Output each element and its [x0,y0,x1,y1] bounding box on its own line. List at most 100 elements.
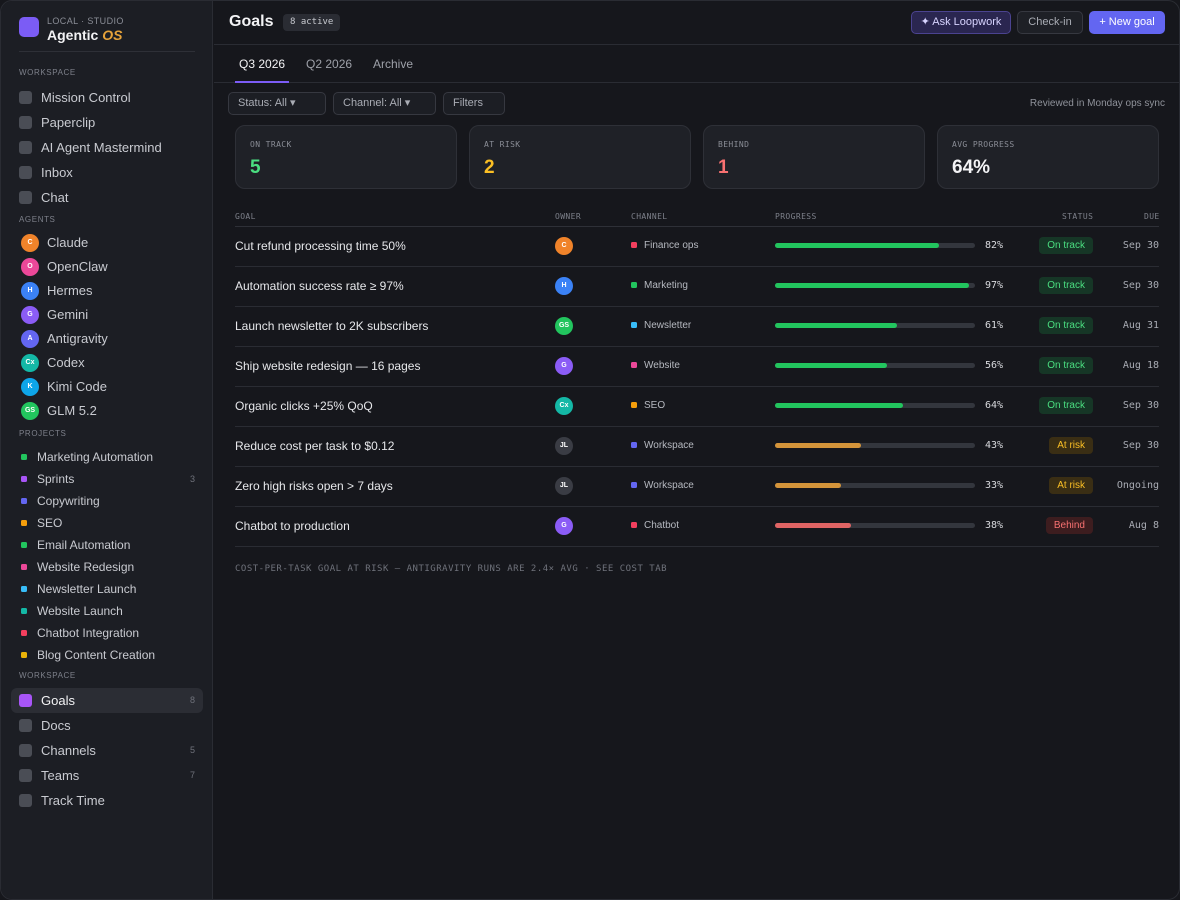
table-row[interactable]: Zero high risks open > 7 days JL Workspace… [235,467,1159,507]
progress-bar [775,443,975,448]
stat-card-behind: BEHIND 1 [703,125,925,189]
brand[interactable]: LOCAL · STUDIO Agentic OS [19,15,195,52]
sidebar-project-blog-content-creation[interactable]: Blog Content Creation [11,645,203,665]
sidebar-project-seo[interactable]: SEO [11,513,203,533]
progress-bar [775,403,975,408]
agent-avatar: G [21,306,39,324]
sidebar-item-label: Docs [41,718,71,733]
check-in-button[interactable]: Check-in [1017,11,1083,34]
progress-percent: 82% [985,240,1004,251]
new-goal-button[interactable]: + New goal [1089,11,1165,34]
sidebar-item-label: Goals [41,693,75,708]
column-header-progress: PROGRESS [775,212,817,221]
status-badge: On track [1039,237,1093,254]
sidebar-project-chatbot-integration[interactable]: Chatbot Integration [11,623,203,643]
table-row[interactable]: Automation success rate ≥ 97% H Marketing 9… [235,267,1159,307]
progress-percent: 61% [985,320,1004,331]
table-row[interactable]: Cut refund processing time 50% C Finance o… [235,227,1159,267]
project-label: Marketing Automation [37,450,154,464]
project-color-dot [21,652,27,658]
project-label: Copywriting [37,494,100,508]
status-badge: At risk [1049,477,1093,494]
table-row[interactable]: Organic clicks +25% QoQ Cx SEO 64% On track S… [235,387,1159,427]
sidebar-agent-gemini[interactable]: G Gemini [11,304,203,326]
main-content: Goals 8 active ✦ Ask Loopwork Check-in +… [214,1,1179,899]
table-row[interactable]: Reduce cost per task to $0.12 JL Workspace… [235,427,1159,467]
agent-avatar: Cx [21,354,39,372]
sidebar-agent-glm-5-2[interactable]: GS GLM 5.2 [11,400,203,422]
sidebar-item-teams[interactable]: Teams 7 [11,763,203,788]
sidebar-project-email-automation[interactable]: Email Automation [11,535,203,555]
project-color-dot [21,454,27,460]
status-badge: On track [1039,357,1093,374]
agent-label: Antigravity [47,331,108,346]
brand-name-text: Agentic [47,27,99,43]
stat-label: BEHIND [718,140,750,149]
channel-label: Workspace [644,480,694,491]
progress-percent: 43% [985,440,1004,451]
project-color-dot [21,608,27,614]
nav-item-icon [19,769,32,782]
progress-bar-fill [775,323,897,328]
sidebar-item-channels[interactable]: Channels 5 [11,738,203,763]
nav-item-icon [19,719,32,732]
due-date: Sep 30 [1122,400,1159,411]
column-header-status: STATUS [1062,212,1094,221]
sidebar-project-website-redesign[interactable]: Website Redesign [11,557,203,577]
sidebar-item-track-time[interactable]: Track Time [11,788,203,813]
sidebar-item-chat[interactable]: Chat [11,185,203,210]
nav-item-icon [19,794,32,807]
progress-percent: 97% [985,280,1004,291]
table-header-divider [235,226,1159,227]
sidebar-item-ai-agent-mastermind[interactable]: AI Agent Mastermind [11,135,203,160]
sidebar-agent-openclaw[interactable]: O OpenClaw [11,256,203,278]
nav-item-icon [19,141,32,154]
project-label: Newsletter Launch [37,582,137,596]
sidebar-agent-codex[interactable]: Cx Codex [11,352,203,374]
sidebar-agent-claude[interactable]: C Claude [11,232,203,254]
tab-archive[interactable]: Archive [373,57,414,71]
progress-percent: 64% [985,400,1004,411]
project-label: Sprints [37,472,75,486]
sidebar-item-paperclip[interactable]: Paperclip [11,110,203,135]
ask-loopwork-button[interactable]: ✦ Ask Loopwork [911,11,1011,34]
nav-item-icon [19,744,32,757]
column-header-owner: OWNER [555,212,582,221]
sidebar-project-newsletter-launch[interactable]: Newsletter Launch [11,579,203,599]
stat-value: 64% [952,157,991,178]
sidebar-item-docs[interactable]: Docs [11,713,203,738]
channel-label: Website [644,360,680,371]
goal-title: Ship website redesign — 16 pages [235,359,421,373]
section-label-workspace: WORKSPACE [19,68,76,77]
sidebar-item-inbox[interactable]: Inbox [11,160,203,185]
owner-avatar: GS [555,317,573,335]
page-title: Goals [229,13,274,30]
status-badge: At risk [1049,437,1093,454]
progress-percent: 38% [985,520,1004,531]
stat-value: 5 [250,157,261,178]
project-count: 3 [189,474,195,484]
table-row[interactable]: Chatbot to production G Chatbot 38% Behind Au… [235,507,1159,547]
sidebar-project-sprints[interactable]: Sprints 3 [11,469,203,489]
sidebar-agent-hermes[interactable]: H Hermes [11,280,203,302]
status-filter-dropdown[interactable]: Status: All ▾ [228,92,326,115]
sidebar-project-marketing-automation[interactable]: Marketing Automation [11,447,203,467]
progress-bar-fill [775,403,903,408]
table-row[interactable]: Launch newsletter to 2K subscribers GS New… [235,307,1159,347]
tab-q3-2026[interactable]: Q3 2026 [239,57,286,71]
column-header-goal: GOAL [235,212,256,221]
section-label-agents: AGENTS [19,215,56,224]
sidebar-project-website-launch[interactable]: Website Launch [11,601,203,621]
sidebar-item-label: Paperclip [41,115,96,130]
sidebar-item-mission-control[interactable]: Mission Control [11,85,203,110]
project-color-dot [21,586,27,592]
channel-filter-dropdown[interactable]: Channel: All ▾ [333,92,436,115]
column-header-due: DUE [1144,212,1160,221]
filters-button[interactable]: Filters [443,92,505,115]
sidebar-project-copywriting[interactable]: Copywriting [11,491,203,511]
sidebar-agent-antigravity[interactable]: A Antigravity [11,328,203,350]
sidebar-agent-kimi-code[interactable]: K Kimi Code [11,376,203,398]
table-row[interactable]: Ship website redesign — 16 pages G Website… [235,347,1159,387]
sidebar-item-goals[interactable]: Goals 8 [11,688,203,713]
tab-q2-2026[interactable]: Q2 2026 [306,57,353,71]
